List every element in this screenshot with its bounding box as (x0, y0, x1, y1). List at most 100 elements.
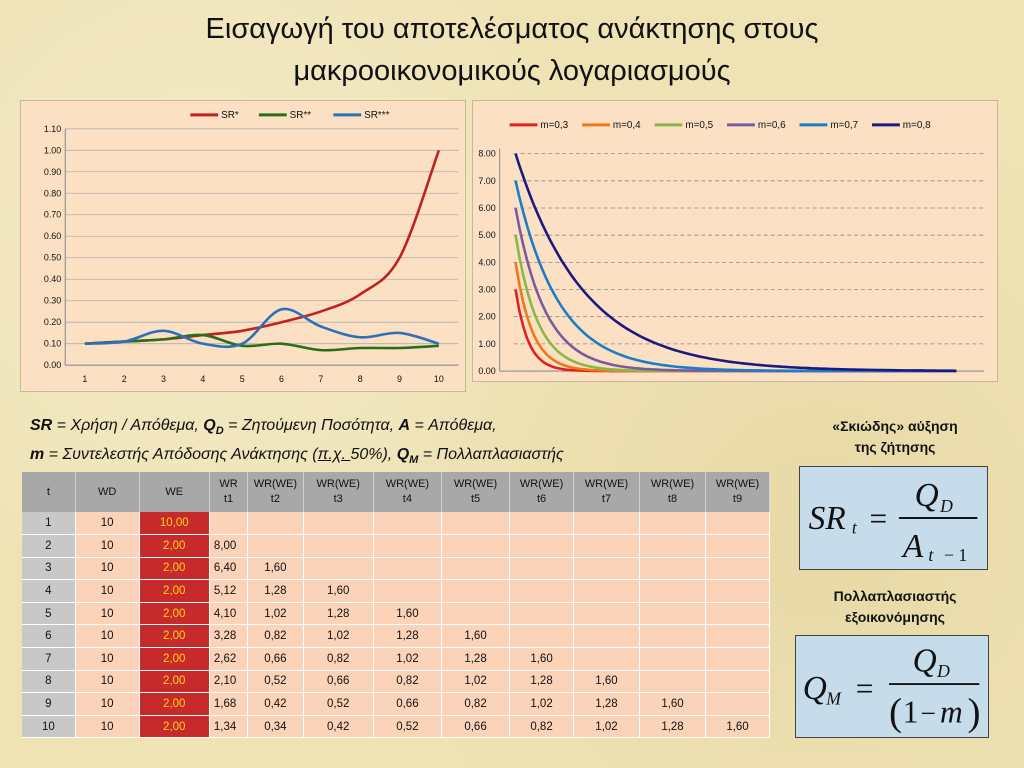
table-cell: 2,00 (139, 534, 210, 558)
table-cell: 10,00 (139, 512, 210, 536)
table-cell: 0,82 (373, 670, 442, 694)
chart2-x-tick-label: 22 (830, 380, 840, 381)
table-cell: 1,60 (573, 670, 641, 694)
table-cell (373, 512, 442, 536)
table-cell: 1,02 (509, 692, 574, 716)
table-cell: 1,02 (573, 715, 641, 739)
table-cell: 2,00 (139, 624, 210, 649)
table-cell: 1 (22, 512, 76, 536)
table-cell: 10 (75, 602, 140, 626)
savings-multiplier-label-line-1: Πολλαπλασιαστής (833, 588, 957, 604)
table-cell (705, 557, 770, 581)
chart2-legend-label: m=0,7 (830, 120, 858, 131)
formula2-den-close: ) (968, 691, 981, 734)
table-row: 3 10 2,00 6,40 1,60 (22, 557, 770, 581)
formula2-den-one: 1 (903, 694, 919, 729)
chart2-y-tick-label: 4.00 (478, 257, 495, 267)
def-m-percent: 50%), (350, 446, 397, 464)
chart1-x-tick-label: 5 (240, 374, 245, 384)
shadow-demand-label: «Σκιώδης» αύξηση της ζήτησης (800, 416, 990, 458)
table-cell: 10 (22, 715, 76, 739)
chart2-series-line (514, 153, 957, 373)
table-cell: 1,28 (373, 624, 442, 649)
table-header-cell: WR(WE) t3 (303, 472, 374, 512)
table-cell (573, 579, 641, 603)
table-cell: 10 (75, 715, 140, 739)
table-header-cell: WR t1 (209, 472, 249, 512)
chart1-y-tick-label: 0.40 (44, 274, 61, 284)
table-header-cell: WR(WE) t6 (509, 472, 574, 512)
table-cell: 2,10 (209, 670, 249, 694)
table-cell: 8 (22, 670, 76, 694)
formula2-den-minus: − (920, 698, 935, 728)
decay-chart-svg: 0.00 1.00 2.00 3.00 4.00 5.00 6.00 7.00 8.00 1 4 7 1… (478, 120, 985, 381)
formula2-eq: = (856, 671, 874, 706)
table-row: 9 10 2,00 1,68 0,42 0,52 0,66 0,82 1,02 1,28 1,60 (22, 692, 770, 716)
table-cell (509, 534, 574, 558)
table-header-cell: WD (75, 472, 140, 512)
chart2-y-tick-label: 6.00 (478, 203, 495, 213)
table-header-cell: WE (139, 472, 210, 512)
table-cell (639, 670, 707, 694)
def-sr-text: = Χρήση / Απόθεμα, (52, 417, 204, 434)
table-header-row: t WD WE WR t1 WR(WE) t2 WR(WE) t3 WR(WE) t4 WR(WE) t… (22, 472, 770, 512)
table-header-cell: t (22, 472, 76, 512)
definitions-line-1: SR = Χρήση / Απόθεμα, QD = Ζητούμενη Ποσ… (30, 414, 790, 443)
table-cell: 0,52 (373, 715, 442, 739)
table-cell (441, 602, 511, 626)
chart1-x-tick-label: 8 (358, 374, 363, 384)
table-cell: 1,60 (441, 624, 511, 649)
table-cell: 0,82 (509, 715, 574, 739)
table-cell: 10 (75, 579, 140, 603)
table-cell: 2,00 (139, 670, 210, 694)
formula2-den-open: ( (889, 691, 902, 734)
def-qm-sub: M (409, 454, 419, 467)
table-header-cell: WR(WE) t9 (705, 472, 770, 512)
table-cell (303, 534, 374, 558)
def-m-text: = Συντελεστής Απόδοσης Ανάκτησης ( (44, 446, 318, 464)
formula2-lhs-sub: M (825, 689, 842, 709)
formula2-lhs: Q (803, 670, 827, 707)
table-cell: 1,02 (247, 602, 304, 626)
table-cell: 1,28 (639, 715, 707, 739)
table-cell: 4 (22, 579, 76, 603)
chart2-x-tick-label: 4 (559, 380, 564, 381)
chart1-x-tick-label: 9 (397, 374, 402, 384)
table-cell (509, 579, 574, 603)
def-qm-symbol: Q (396, 446, 410, 464)
chart2-y-tick-label: 3.00 (478, 285, 495, 295)
shadow-demand-label-line-2: της ζήτησης (854, 439, 936, 455)
table-cell: 1,60 (373, 602, 442, 626)
table-row: 6 10 2,00 3,28 0,82 1,02 1,28 1,60 (22, 624, 770, 649)
table-header-cell: WR(WE) t2 (247, 472, 304, 512)
table-cell (705, 624, 770, 649)
table-row: 2 10 2,00 8,00 (22, 534, 770, 558)
table-cell: 3 (22, 557, 76, 581)
table-cell: 0,52 (247, 670, 304, 694)
table-cell: 0,52 (303, 692, 374, 716)
qm-formula-box: Q M = Q D ( 1 − m ) (795, 635, 989, 738)
chart2-legend-label: m=0,3 (540, 120, 568, 131)
table-cell (209, 512, 249, 536)
sr-chart-svg: 0.00 0.10 0.20 0.30 0.40 0.50 0.60 0.70 0.80 0.90… (44, 110, 459, 384)
table-cell: 0,66 (247, 647, 304, 671)
chart2-legend-label: m=0,6 (758, 120, 786, 131)
table-cell (509, 512, 574, 536)
def-qm-text: = Πολλαπλασιαστής (418, 446, 564, 464)
chart1-x-tick-label: 7 (318, 374, 323, 384)
def-a-symbol: A (398, 417, 411, 434)
recovery-table: t WD WE WR t1 WR(WE) t2 WR(WE) t3 WR(WE) t4 WR(WE) t… (22, 472, 770, 739)
table-cell: 1,28 (441, 647, 511, 671)
table-header-cell: WR(WE) t7 (573, 472, 641, 512)
chart1-y-tick-label: 0.90 (44, 167, 61, 177)
chart1-x-tick-label: 2 (122, 374, 127, 384)
chart2-series-line (514, 180, 957, 373)
table-cell: 1,28 (573, 692, 641, 716)
chart1-legend-label: SR* (221, 110, 239, 121)
def-qd-text: = Ζητούμενη Ποσότητα, (223, 417, 399, 434)
formula1-den-minus: − 1 (944, 545, 967, 565)
table-cell (509, 602, 574, 626)
chart1-y-tick-label: 0.10 (44, 339, 61, 349)
table-cell: 0,82 (303, 647, 374, 671)
savings-multiplier-label: Πολλαπλασιαστής εξοικονόμησης (800, 586, 990, 628)
